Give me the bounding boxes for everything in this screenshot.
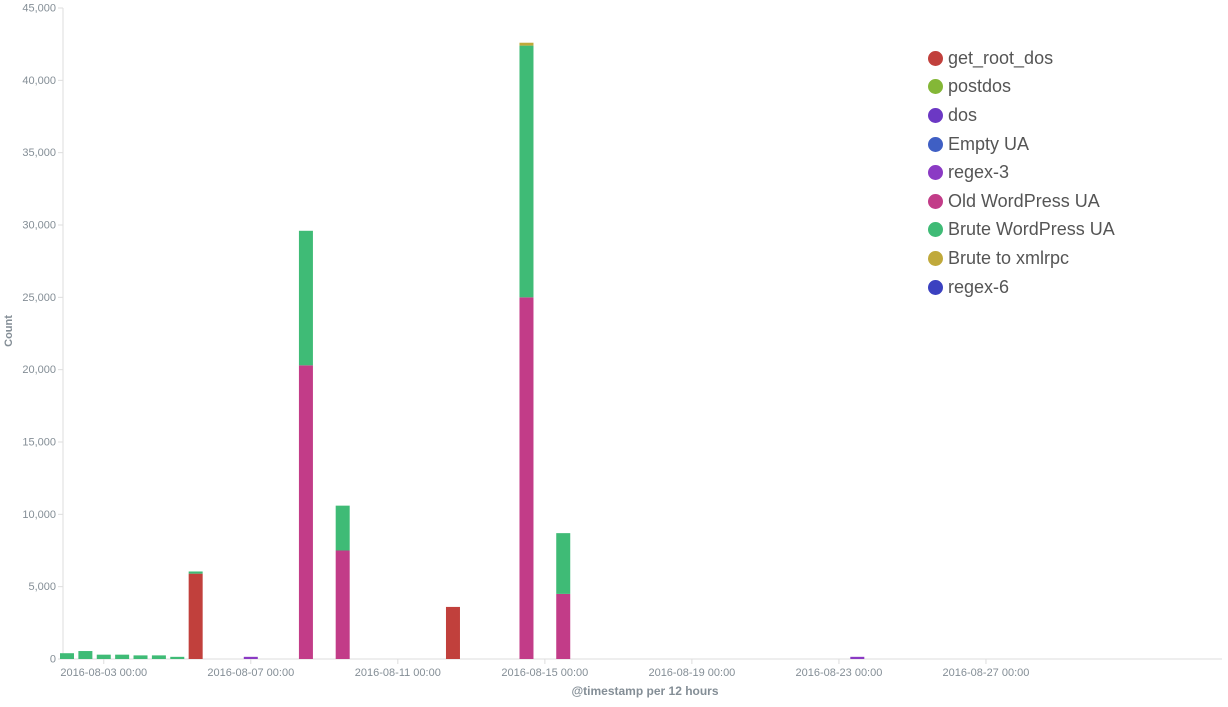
- legend-label: Old WordPress UA: [948, 190, 1100, 211]
- bar-brute-wordpress-ua[interactable]: [133, 655, 148, 659]
- legend-label: Brute to xmlrpc: [948, 247, 1070, 268]
- axes: 0 5,000 10,000 15,000 20,000 25,000 30,000 35,0…: [22, 3, 1222, 679]
- x-tick-label: 2016-08-19 00:00: [648, 667, 735, 679]
- legend-dot-icon: [928, 79, 943, 95]
- legend-item[interactable]: regex-6: [928, 273, 1208, 302]
- legend-item[interactable]: Empty UA: [928, 130, 1208, 159]
- bar-brute-wordpress-ua[interactable]: [151, 655, 166, 659]
- y-tick-label: 20,000: [22, 364, 56, 376]
- legend-label: regex-3: [948, 162, 1010, 183]
- x-tick-label: 2016-08-23 00:00: [796, 667, 883, 679]
- legend-item[interactable]: get_root_dos: [928, 44, 1208, 73]
- bar-brute-wordpress-ua[interactable]: [188, 571, 203, 574]
- legend-dot-icon: [928, 165, 943, 181]
- y-axis-title: Count: [3, 315, 15, 347]
- bar-brute-wordpress-ua[interactable]: [115, 654, 130, 659]
- legend-dot-icon: [928, 136, 943, 152]
- bar-brute-wordpress-ua[interactable]: [60, 653, 74, 659]
- y-tick-label: 35,000: [22, 147, 56, 159]
- bar-regex-3[interactable]: [243, 656, 258, 659]
- x-tick-label: 2016-08-03 00:00: [60, 667, 147, 679]
- legend-dot-icon: [928, 193, 943, 209]
- legend-label: Brute WordPress UA: [948, 219, 1115, 240]
- bar-old-wordpress-ua[interactable]: [335, 550, 350, 660]
- bar-brute-wordpress-ua[interactable]: [335, 505, 350, 551]
- axis-labels: @timestamp per 12 hours Count: [3, 315, 719, 698]
- bar-brute-to-xmlrpc[interactable]: [519, 42, 534, 46]
- bar-brute-wordpress-ua[interactable]: [298, 230, 313, 366]
- y-tick-label: 40,000: [22, 75, 56, 87]
- bars: [60, 42, 865, 660]
- y-tick-label: 5,000: [28, 581, 56, 593]
- y-tick-label: 15,000: [22, 437, 56, 449]
- x-tick-label: 2016-08-11 00:00: [355, 667, 441, 679]
- legend-dot-icon: [928, 222, 943, 238]
- legend-dot-icon: [928, 279, 943, 295]
- bar-brute-wordpress-ua[interactable]: [96, 654, 111, 659]
- bar-get-root-dos[interactable]: [445, 606, 460, 659]
- bar-regex-3[interactable]: [850, 656, 865, 659]
- legend-item[interactable]: postdos: [928, 73, 1208, 102]
- x-tick-label: 2016-08-15 00:00: [501, 667, 588, 679]
- legend-label: postdos: [948, 76, 1012, 97]
- legend-item[interactable]: regex-3: [928, 158, 1208, 187]
- legend-label: regex-6: [948, 276, 1010, 297]
- bar-old-wordpress-ua[interactable]: [519, 297, 534, 659]
- x-axis-title: @timestamp per 12 hours: [571, 684, 718, 698]
- legend-item[interactable]: Brute to xmlrpc: [928, 244, 1208, 273]
- x-tick-label: 2016-08-07 00:00: [207, 667, 294, 679]
- y-tick-label: 25,000: [22, 292, 56, 304]
- legend-item[interactable]: Brute WordPress UA: [928, 216, 1208, 245]
- legend-dot-icon: [928, 50, 943, 66]
- bar-brute-wordpress-ua[interactable]: [556, 533, 571, 594]
- y-tick-label: 45,000: [22, 3, 56, 15]
- y-tick-label: 0: [50, 654, 56, 666]
- y-tick-label: 30,000: [22, 220, 56, 232]
- x-tick-label: 2016-08-27 00:00: [943, 667, 1030, 679]
- legend-label: Empty UA: [948, 133, 1030, 154]
- legend-label: get_root_dos: [948, 47, 1054, 68]
- legend-item[interactable]: Old WordPress UA: [928, 187, 1208, 216]
- bar-brute-wordpress-ua[interactable]: [519, 45, 534, 298]
- bar-brute-wordpress-ua[interactable]: [170, 656, 185, 659]
- y-tick-label: 10,000: [22, 509, 56, 521]
- bar-old-wordpress-ua[interactable]: [298, 365, 313, 659]
- bar-get-root-dos[interactable]: [188, 573, 203, 659]
- legend-item[interactable]: dos: [928, 101, 1208, 130]
- bar-old-wordpress-ua[interactable]: [556, 593, 571, 659]
- legend-dot-icon: [928, 107, 943, 123]
- bar-brute-wordpress-ua[interactable]: [78, 651, 93, 659]
- legend-dot-icon: [928, 250, 943, 266]
- legend-label: dos: [948, 104, 978, 125]
